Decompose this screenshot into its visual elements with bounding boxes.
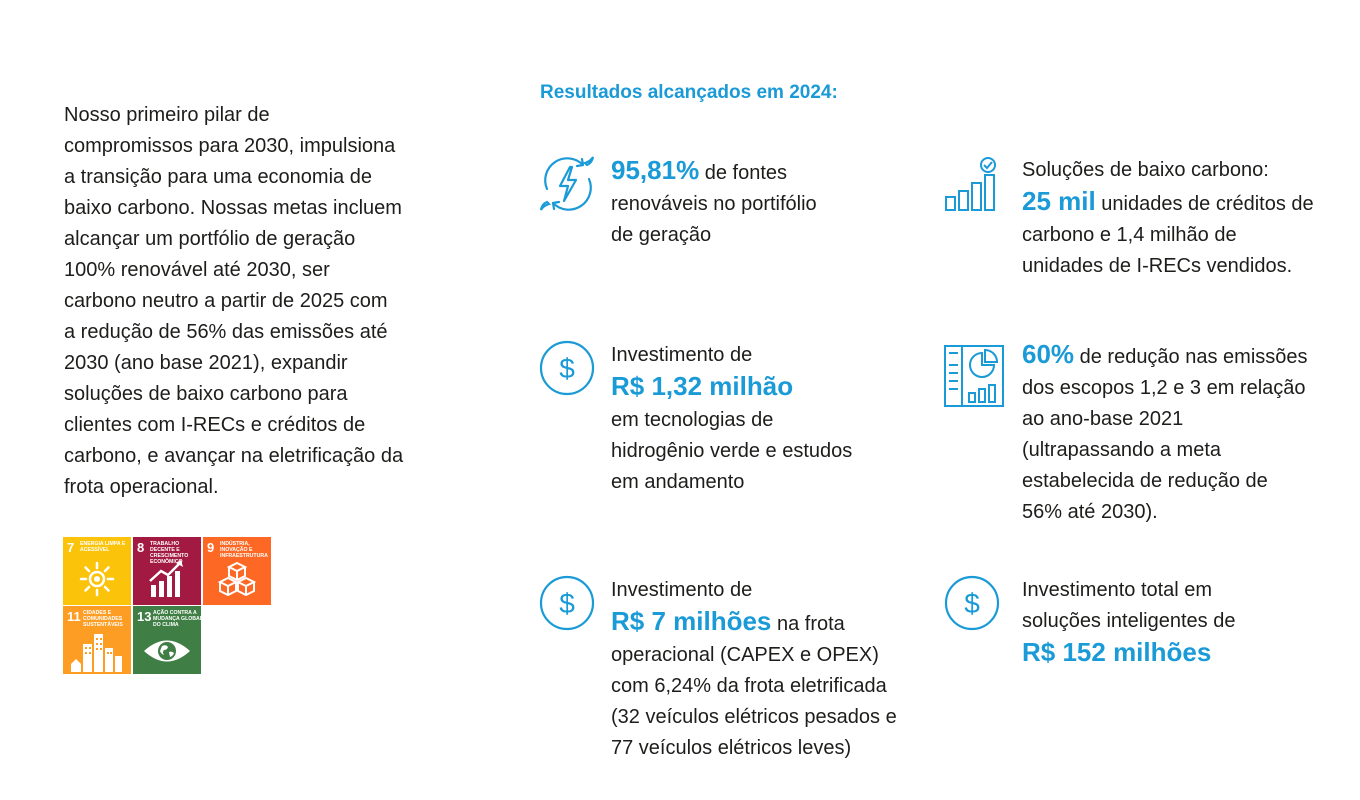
intro-paragraph: Nosso primeiro pilar de compromissos par…	[64, 104, 404, 498]
smart-prefix: Investimento total em soluções inteligen…	[1022, 579, 1236, 632]
city-icon	[71, 634, 122, 672]
svg-text:$: $	[559, 588, 575, 619]
hydrogen-text: em tecnologias de hidrogênio verde e est…	[611, 409, 853, 493]
sdg-7-tile: 7 ENERGIA LIMPA E ACESSÍVEL	[63, 537, 131, 605]
hydrogen-value: R$ 1,32 milhão	[611, 371, 794, 401]
cubes-icon	[217, 561, 257, 597]
dollar-circle-icon: $	[539, 575, 595, 631]
sdg-label: CIDADES E COMUNIDADES SUSTENTÁVEIS	[83, 610, 123, 628]
sdg-9-tile: 9 INDÚSTRIA, INOVAÇÃO E INFRAESTRUTURA	[203, 537, 271, 605]
eye-globe-icon	[144, 640, 190, 662]
fleet-prefix: Investimento de	[611, 579, 753, 601]
dollar-circle-icon: $	[539, 340, 595, 396]
sdg-number: 13	[137, 609, 152, 624]
sdg-13-tile: 13 AÇÃO CONTRA A MUDANÇA GLOBAL DO CLIMA	[133, 606, 201, 674]
sdg-number: 7	[67, 540, 75, 555]
sdg-icons: 7 ENERGIA LIMPA E ACESSÍVEL 8 TRABALHO D…	[63, 537, 273, 674]
sun-icon	[79, 561, 115, 597]
sdg-number: 11	[67, 609, 81, 624]
renewable-energy-icon	[539, 156, 595, 211]
emissions-value: 60%	[1022, 339, 1075, 369]
smart-value: R$ 152 milhões	[1022, 637, 1212, 667]
renewables-text: de fontes renováveis no portifólio de ge…	[611, 162, 817, 246]
results-heading: Resultados alcançados em 2024:	[540, 82, 838, 103]
svg-text:$: $	[964, 588, 980, 619]
svg-text:$: $	[559, 353, 575, 384]
growth-chart-icon	[149, 560, 183, 597]
fleet-text: na frota operacional (CAPEX e OPEX) com …	[611, 613, 897, 759]
sdg-label: TRABALHO DECENTE E CRESCIMENTO ECONÔMICO	[150, 541, 189, 565]
dollar-circle-icon: $	[944, 575, 1000, 631]
sdg-number: 8	[137, 540, 145, 555]
low-carbon-value: 25 mil	[1022, 186, 1096, 216]
hydrogen-prefix: Investimento de	[611, 344, 753, 366]
emissions-text: de redução nas emissões dos escopos 1,2 …	[1022, 346, 1308, 523]
fleet-value: R$ 7 milhões	[611, 606, 772, 636]
sdg-label: INDÚSTRIA, INOVAÇÃO E INFRAESTRUTURA	[220, 541, 268, 559]
sdg-label: ENERGIA LIMPA E ACESSÍVEL	[80, 541, 126, 553]
low-carbon-text: unidades de créditos de carbono e 1,4 mi…	[1022, 193, 1314, 277]
sdg-8-tile: 8 TRABALHO DECENTE E CRESCIMENTO ECONÔMI…	[133, 537, 201, 605]
growth-chart-check-icon	[945, 157, 996, 211]
renewables-value: 95,81%	[611, 155, 700, 185]
low-carbon-prefix: Soluções de baixo carbono:	[1022, 159, 1269, 181]
sdg-11-tile: 11 CIDADES E COMUNIDADES SUSTENTÁVEIS	[63, 606, 131, 674]
sdg-number: 9	[207, 540, 215, 555]
report-chart-icon	[944, 345, 1004, 407]
sdg-label: AÇÃO CONTRA A MUDANÇA GLOBAL DO CLIMA	[153, 610, 201, 628]
